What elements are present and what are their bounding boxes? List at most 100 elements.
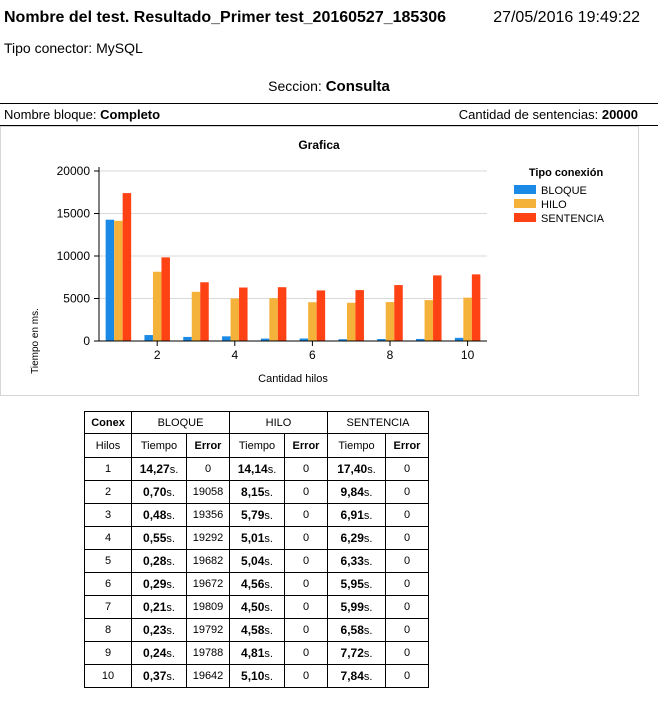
cell-hilo-error: 0	[284, 618, 328, 642]
time-unit: s.	[166, 510, 175, 522]
time-unit: s.	[264, 579, 273, 591]
bar-sentencia	[122, 193, 132, 341]
time-unit: s.	[264, 671, 273, 683]
bar-hilo	[424, 300, 434, 341]
cell-hilo-tiempo: 4,50s.	[229, 595, 285, 619]
cell-sentencia-tiempo: 7,72s.	[327, 641, 386, 665]
statement-count-label: Cantidad de sentencias:	[458, 107, 599, 122]
table-header-row: Conex BLOQUE HILO SENTENCIA	[84, 411, 429, 434]
time-unit: s.	[166, 625, 175, 637]
cell-bloque-error: 19788	[186, 641, 230, 665]
chart-title: Grafica	[298, 138, 340, 152]
connector-type: Tipo conector: MySQL	[4, 40, 143, 56]
cell-sentencia-error: 0	[385, 572, 429, 596]
legend-label-hilo: HILO	[541, 199, 567, 211]
bar-sentencia	[161, 257, 170, 341]
bar-bloque	[416, 338, 425, 341]
cell-sentencia-tiempo: 6,91s.	[327, 503, 386, 527]
axes: 0 5000 10000 15000 20000 2 4 6 8 10	[57, 164, 487, 362]
bar-hilo	[191, 291, 201, 341]
table-row: 2 0,70s. 19058 8,15s. 0 9,84s. 0	[84, 480, 429, 504]
bar-bloque	[338, 339, 347, 341]
cell-sentencia-tiempo: 6,58s.	[327, 618, 386, 642]
y-tick-label: 5000	[63, 292, 90, 306]
time-value: 5,99	[340, 600, 364, 614]
time-value: 0,29	[143, 577, 167, 591]
time-unit: s.	[264, 487, 273, 499]
header-sentencia-error: Error	[385, 433, 429, 458]
cell-hilo-tiempo: 14,14s.	[229, 457, 285, 481]
header-hilo: HILO	[229, 411, 328, 434]
time-value: 14,27	[139, 462, 170, 476]
y-tick-label: 0	[83, 334, 90, 348]
time-unit: s.	[363, 556, 373, 568]
bar-sentencia	[394, 285, 403, 341]
x-tick-label: 8	[387, 348, 394, 362]
cell-bloque-tiempo: 0,23s.	[131, 618, 187, 642]
bar-hilo	[114, 220, 123, 341]
table-row: 5 0,28s. 19682 5,04s. 0 6,33s. 0	[84, 549, 429, 573]
bar-sentencia	[316, 290, 326, 341]
time-value: 6,33	[340, 554, 364, 568]
cell-hilos: 9	[84, 641, 132, 665]
time-unit: s.	[264, 648, 273, 660]
cell-bloque-tiempo: 0,24s.	[131, 641, 187, 665]
cell-hilo-tiempo: 5,10s.	[229, 664, 285, 688]
cell-hilos: 1	[84, 457, 132, 481]
cell-bloque-tiempo: 0,55s.	[131, 526, 187, 550]
bar-bloque	[144, 335, 153, 341]
cell-hilo-error: 0	[284, 526, 328, 550]
time-unit: s.	[166, 556, 175, 568]
time-unit: s.	[264, 533, 273, 545]
statement-count-value: 20000	[601, 107, 638, 122]
time-value: 4,81	[241, 646, 265, 660]
bars	[105, 193, 481, 341]
time-unit: s.	[264, 556, 273, 568]
x-tick-label: 2	[154, 348, 161, 362]
cell-hilo-error: 0	[284, 664, 328, 688]
table-subheader-row: Hilos Tiempo Error Tiempo Error Tiempo E…	[84, 433, 429, 458]
time-value: 17,40	[337, 462, 368, 476]
cell-bloque-tiempo: 0,28s.	[131, 549, 187, 573]
bar-hilo	[152, 271, 162, 341]
cell-hilo-tiempo: 8,15s.	[229, 480, 285, 504]
cell-sentencia-error: 0	[385, 664, 429, 688]
time-value: 14,14	[237, 462, 268, 476]
cell-bloque-error: 19682	[186, 549, 230, 573]
cell-bloque-error: 19292	[186, 526, 230, 550]
bar-bloque	[454, 337, 464, 341]
header-sentencia-tiempo: Tiempo	[327, 433, 386, 458]
table-row: 1 14,27s. 0 14,14s. 0 17,40s. 0	[84, 457, 429, 481]
table-row: 7 0,21s. 19809 4,50s. 0 5,99s. 0	[84, 595, 429, 619]
time-unit: s.	[363, 510, 373, 522]
time-unit: s.	[166, 579, 175, 591]
bar-hilo	[308, 302, 317, 341]
cell-bloque-tiempo: 0,37s.	[131, 664, 187, 688]
bar-hilo	[230, 298, 240, 341]
time-value: 5,01	[241, 531, 265, 545]
cell-sentencia-error: 0	[385, 480, 429, 504]
bar-bloque	[377, 339, 386, 341]
bar-hilo	[385, 302, 395, 341]
block-name: Nombre bloque: Completo	[4, 107, 160, 122]
time-unit: s.	[166, 487, 175, 499]
section-label: Seccion:	[268, 78, 322, 94]
x-tick-label: 10	[461, 348, 475, 362]
bar-chart: Grafica Tiempo en ms. Cantidad hilos Tip…	[30, 138, 605, 385]
time-unit: s.	[264, 625, 273, 637]
cell-bloque-error: 19642	[186, 664, 230, 688]
legend-swatch-hilo	[514, 199, 536, 208]
cell-sentencia-tiempo: 5,99s.	[327, 595, 386, 619]
cell-sentencia-tiempo: 5,95s.	[327, 572, 386, 596]
cell-hilo-error: 0	[284, 480, 328, 504]
cell-bloque-tiempo: 0,48s.	[131, 503, 187, 527]
cell-bloque-tiempo: 14,27s.	[131, 457, 187, 481]
divider-top	[0, 103, 658, 104]
time-value: 5,79	[241, 508, 265, 522]
cell-hilos: 5	[84, 549, 132, 573]
report-title: Nombre del test. Resultado_Primer test_2…	[4, 9, 447, 26]
time-value: 6,91	[340, 508, 364, 522]
time-unit: s.	[367, 464, 376, 476]
bar-sentencia	[433, 275, 442, 341]
time-value: 0,70	[143, 485, 167, 499]
